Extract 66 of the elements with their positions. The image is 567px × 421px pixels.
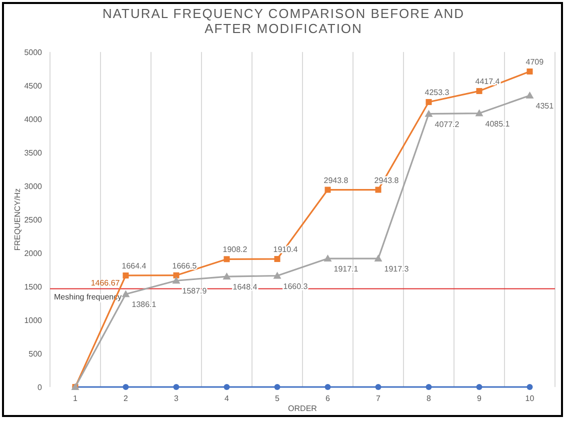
y-tick-label: 2500 bbox=[24, 216, 43, 224]
y-tick-label: 1000 bbox=[24, 316, 43, 325]
chart-title: NATURAL FREQUENCY COMPARISON BEFORE AND AFTER MODIFICATION bbox=[101, 6, 466, 36]
point bbox=[224, 384, 230, 390]
point bbox=[122, 384, 129, 390]
point bbox=[426, 384, 432, 390]
data-label: 4709 bbox=[526, 57, 544, 66]
data-label: 4077.2 bbox=[434, 120, 460, 129]
y-tick-label: 1500 bbox=[24, 282, 43, 292]
y-tick-label: 4000 bbox=[24, 115, 43, 124]
point bbox=[172, 276, 180, 284]
point bbox=[476, 384, 482, 390]
annotation: 1466.67 bbox=[90, 278, 120, 288]
data-label: 1587.9 bbox=[182, 286, 208, 296]
x-tick-label: 4 bbox=[224, 394, 230, 403]
data-label: 1666.5 bbox=[172, 261, 198, 270]
x-tick-label: 5 bbox=[275, 394, 280, 403]
y-tick-label: 3000 bbox=[24, 182, 43, 191]
point bbox=[224, 256, 230, 262]
x-tick-label: 8 bbox=[426, 394, 432, 403]
point bbox=[375, 186, 382, 193]
point bbox=[426, 99, 432, 106]
data-label: 4085.1 bbox=[485, 119, 510, 128]
y-tick-label: 3500 bbox=[24, 148, 43, 158]
point bbox=[374, 254, 382, 262]
y-tick-label: 4500 bbox=[24, 82, 43, 90]
point bbox=[526, 384, 533, 390]
x-tick-label: 9 bbox=[477, 394, 482, 403]
point bbox=[274, 256, 280, 262]
y-axis-title: FREQUENCY/Hz bbox=[13, 188, 22, 251]
data-label: 1917.1 bbox=[334, 264, 359, 274]
point bbox=[324, 384, 331, 390]
data-label: 1908.2 bbox=[222, 245, 248, 254]
y-tick-label: 2000 bbox=[24, 249, 43, 258]
x-tick-label: 3 bbox=[174, 394, 180, 403]
point bbox=[173, 384, 180, 390]
y-tick-label: 0 bbox=[38, 383, 43, 392]
point bbox=[122, 290, 130, 298]
x-tick-label: 7 bbox=[376, 394, 382, 403]
point bbox=[274, 384, 280, 390]
point bbox=[324, 186, 331, 193]
x-tick-label: 10 bbox=[525, 394, 535, 403]
point bbox=[324, 254, 332, 262]
x-axis-title: ORDER bbox=[288, 404, 318, 413]
point bbox=[476, 88, 482, 94]
y-tick-label: 5000 bbox=[24, 48, 43, 57]
y-tick-label: 500 bbox=[28, 350, 43, 358]
data-label: 1664.4 bbox=[122, 261, 147, 270]
x-tick-label: 2 bbox=[124, 394, 129, 403]
point bbox=[173, 272, 180, 278]
data-label: 4253.3 bbox=[424, 88, 450, 98]
point bbox=[526, 91, 534, 98]
data-label: 1386.1 bbox=[132, 300, 157, 310]
point bbox=[222, 272, 231, 280]
point bbox=[526, 68, 533, 74]
data-label: 2943.8 bbox=[324, 176, 349, 185]
point bbox=[475, 109, 484, 116]
data-label: 4417.4 bbox=[475, 77, 500, 86]
data-label: 1917.3 bbox=[384, 264, 410, 274]
x-tick-label: 6 bbox=[326, 394, 331, 403]
point bbox=[273, 272, 282, 279]
x-tick-label: 1 bbox=[73, 394, 78, 403]
point bbox=[375, 384, 382, 390]
data-label: 4351 bbox=[536, 101, 554, 110]
point bbox=[424, 110, 433, 117]
point bbox=[122, 272, 129, 278]
